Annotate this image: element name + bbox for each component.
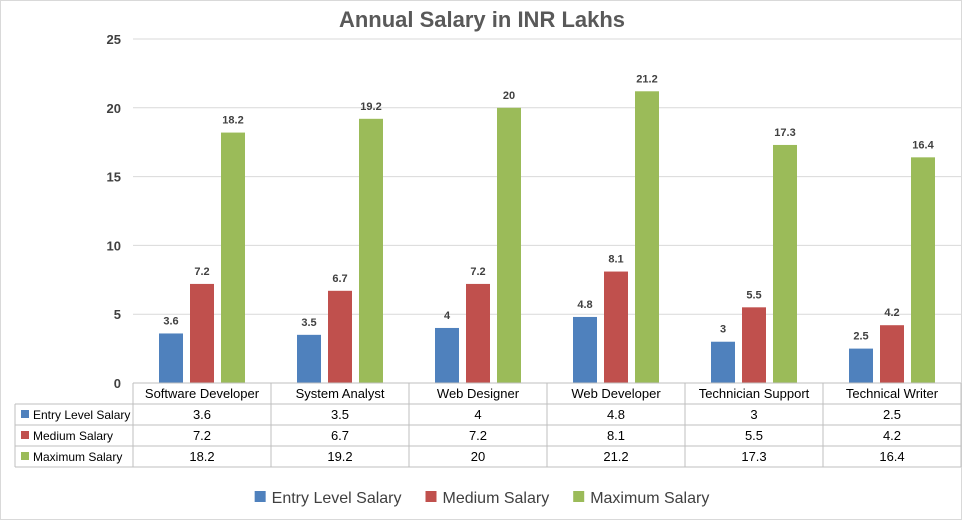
- data-label: 7.2: [470, 266, 485, 278]
- table-cell: 21.2: [603, 449, 628, 464]
- table-cell: 19.2: [327, 449, 352, 464]
- data-label: 21.2: [636, 73, 657, 85]
- legend-label: Medium Salary: [443, 490, 550, 507]
- bar: [849, 348, 873, 383]
- y-tick-label: 25: [107, 32, 121, 47]
- table-cell: 4.2: [883, 428, 901, 443]
- table-cell: 3.5: [331, 407, 349, 422]
- bar: [497, 107, 521, 384]
- bar: [328, 290, 352, 383]
- bar: [604, 271, 628, 383]
- data-label: 16.4: [912, 139, 934, 151]
- y-axis-ticks: 0 5 10 15 20 25: [107, 32, 121, 391]
- table-cell: 7.2: [469, 428, 487, 443]
- bar: [159, 333, 183, 383]
- chart-title: Annual Salary in INR Lakhs: [339, 7, 625, 32]
- table-legend-key: [21, 410, 29, 418]
- legend-key: [425, 491, 437, 502]
- gridlines: [133, 38, 961, 384]
- table-cell: 4.8: [607, 407, 625, 422]
- data-label: 6.7: [332, 273, 347, 285]
- legend-key: [573, 491, 585, 502]
- bar: [466, 283, 490, 383]
- y-tick-label: 10: [107, 238, 121, 253]
- legend-item: Medium Salary: [425, 490, 550, 507]
- data-label: 18.2: [222, 115, 243, 127]
- legend-item: Entry Level Salary: [254, 490, 402, 507]
- category-label: Web Designer: [437, 386, 520, 401]
- table-row-label: Maximum Salary: [33, 450, 122, 464]
- bar: [880, 325, 904, 383]
- data-labels: 3.6 7.2 18.2 3.5 6.7 19.2 4 7.2 20 4.8 8.1 21.2 3 5.5…: [163, 73, 934, 342]
- data-label: 3: [720, 324, 726, 336]
- table-cell: 7.2: [193, 428, 211, 443]
- table-cell: 4: [474, 407, 481, 422]
- table-cell: 3: [750, 407, 757, 422]
- table-legend-key: [21, 431, 29, 439]
- bars: [159, 91, 935, 384]
- bar: [635, 91, 659, 384]
- table-cell: 8.1: [607, 428, 625, 443]
- bar: [190, 283, 214, 383]
- table-cell: 20: [471, 449, 485, 464]
- table-row-label: Entry Level Salary: [33, 408, 130, 422]
- category-label: System Analyst: [296, 386, 385, 401]
- category-label: Technical Writer: [846, 386, 939, 401]
- data-label: 7.2: [194, 266, 209, 278]
- table-cell: 2.5: [883, 407, 901, 422]
- data-label: 19.2: [360, 101, 381, 113]
- data-label: 3.5: [301, 317, 316, 329]
- legend: Entry Level Salary Medium Salary Maximum S…: [254, 490, 709, 507]
- bar: [359, 118, 383, 384]
- data-label: 20: [503, 90, 515, 102]
- data-label: 17.3: [774, 127, 795, 139]
- data-label: 4.8: [577, 299, 592, 311]
- table-legend-key: [21, 452, 29, 460]
- table-cell: 6.7: [331, 428, 349, 443]
- data-label: 3.6: [163, 315, 178, 327]
- table-cell: 3.6: [193, 407, 211, 422]
- bar: [573, 316, 597, 383]
- table-cell: 17.3: [741, 449, 766, 464]
- data-label: 4.2: [884, 307, 899, 319]
- bar: [297, 334, 321, 383]
- bar: [711, 341, 735, 383]
- table-cell: 5.5: [745, 428, 763, 443]
- legend-label: Entry Level Salary: [272, 490, 402, 507]
- bar: [742, 307, 766, 383]
- y-tick-label: 0: [114, 376, 121, 391]
- table-cell: 16.4: [879, 449, 904, 464]
- bar: [773, 144, 797, 383]
- legend-item: Maximum Salary: [573, 490, 709, 507]
- table-row-label: Medium Salary: [33, 429, 113, 443]
- category-label: Software Developer: [145, 386, 260, 401]
- category-label: Web Developer: [571, 386, 661, 401]
- data-label: 4: [444, 310, 451, 322]
- data-label: 2.5: [853, 331, 868, 343]
- bar: [221, 132, 245, 383]
- y-tick-label: 5: [114, 307, 121, 322]
- y-tick-label: 15: [107, 170, 121, 185]
- legend-key: [254, 491, 266, 502]
- legend-label: Maximum Salary: [590, 490, 709, 507]
- bar: [911, 157, 935, 383]
- data-label: 5.5: [746, 289, 761, 301]
- y-tick-label: 20: [107, 101, 121, 116]
- table-cell: 18.2: [189, 449, 214, 464]
- bar: [435, 327, 459, 383]
- category-label: Technician Support: [699, 386, 810, 401]
- data-label: 8.1: [608, 254, 623, 266]
- data-table: Software Developer System Analyst Web Desi…: [14, 382, 962, 468]
